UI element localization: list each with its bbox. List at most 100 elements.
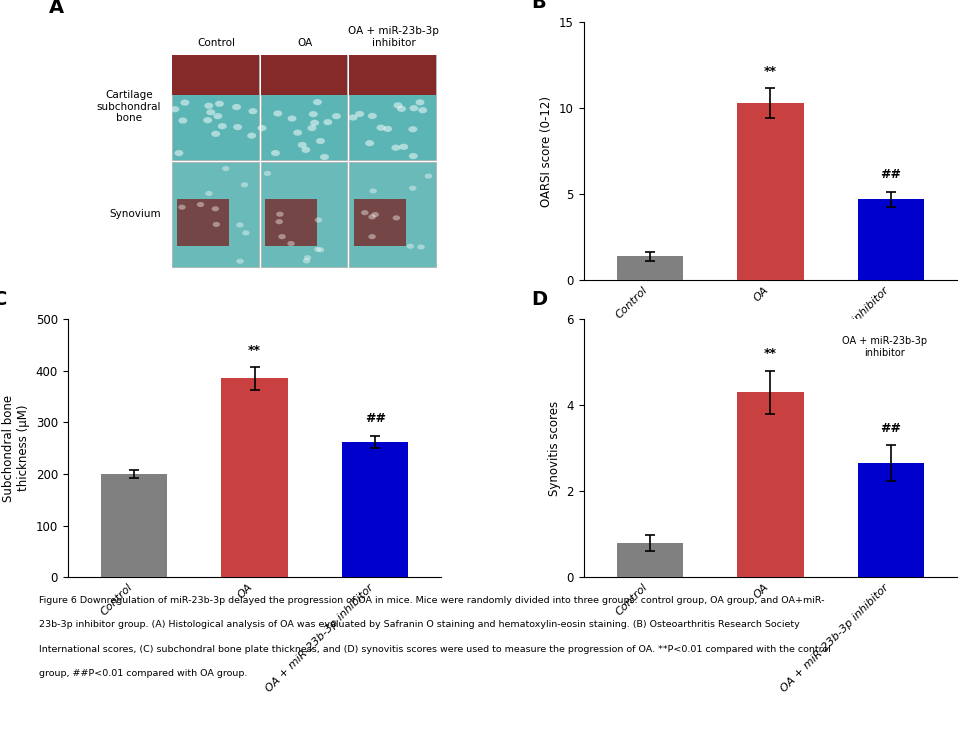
Text: OA + miR-23b-3p
inhibitor: OA + miR-23b-3p inhibitor <box>348 27 439 48</box>
Circle shape <box>215 101 224 107</box>
Circle shape <box>313 99 322 105</box>
Circle shape <box>361 210 368 215</box>
Bar <box>737 103 804 280</box>
Circle shape <box>376 124 386 131</box>
Y-axis label: OARSI score (0-12): OARSI score (0-12) <box>541 95 553 206</box>
FancyBboxPatch shape <box>349 162 436 267</box>
Circle shape <box>409 105 419 111</box>
Circle shape <box>366 140 374 147</box>
Circle shape <box>205 191 213 196</box>
Circle shape <box>383 126 393 132</box>
FancyBboxPatch shape <box>261 56 347 161</box>
Circle shape <box>308 111 318 117</box>
Bar <box>101 474 167 577</box>
Circle shape <box>302 147 310 153</box>
Circle shape <box>278 234 286 239</box>
Bar <box>221 378 288 577</box>
Circle shape <box>233 124 242 130</box>
FancyBboxPatch shape <box>261 162 347 267</box>
Circle shape <box>323 119 333 125</box>
Circle shape <box>316 138 325 144</box>
Circle shape <box>204 103 214 109</box>
Text: ##: ## <box>365 412 386 426</box>
Circle shape <box>416 99 425 105</box>
Circle shape <box>213 222 220 227</box>
Circle shape <box>367 112 377 119</box>
Circle shape <box>212 206 220 212</box>
Circle shape <box>178 204 186 209</box>
Circle shape <box>203 117 212 124</box>
Circle shape <box>314 218 322 223</box>
Circle shape <box>348 115 358 121</box>
Bar <box>617 542 683 577</box>
Text: Cartilage
subchondral
bone: Cartilage subchondral bone <box>97 90 161 124</box>
Circle shape <box>304 255 311 260</box>
Circle shape <box>264 171 271 176</box>
Bar <box>342 442 408 577</box>
FancyBboxPatch shape <box>177 199 228 246</box>
Circle shape <box>257 125 267 131</box>
Circle shape <box>392 144 400 151</box>
Bar <box>617 256 683 280</box>
Circle shape <box>303 258 310 263</box>
Circle shape <box>355 111 365 117</box>
Circle shape <box>206 110 216 115</box>
Circle shape <box>368 234 376 239</box>
Circle shape <box>174 150 184 156</box>
Circle shape <box>214 113 222 119</box>
Circle shape <box>236 259 244 264</box>
Circle shape <box>369 189 377 194</box>
Circle shape <box>425 173 432 178</box>
FancyBboxPatch shape <box>349 56 436 161</box>
Circle shape <box>308 125 316 131</box>
Circle shape <box>298 142 307 148</box>
Bar <box>858 200 924 280</box>
Circle shape <box>293 130 302 135</box>
Circle shape <box>314 246 321 252</box>
Text: Figure 6 Downregulation of miR-23b-3p delayed the progression of OA in mice. Mic: Figure 6 Downregulation of miR-23b-3p de… <box>39 596 824 605</box>
Y-axis label: Synovitis scores: Synovitis scores <box>547 400 561 496</box>
Circle shape <box>371 212 379 217</box>
Circle shape <box>399 144 408 150</box>
Circle shape <box>332 113 341 119</box>
Circle shape <box>242 230 249 235</box>
Circle shape <box>218 123 227 130</box>
Circle shape <box>368 215 376 220</box>
FancyBboxPatch shape <box>172 162 259 267</box>
Circle shape <box>408 126 418 132</box>
Circle shape <box>406 243 414 249</box>
Circle shape <box>394 102 402 109</box>
Text: A: A <box>49 0 64 17</box>
Circle shape <box>409 153 418 159</box>
Text: B: B <box>531 0 546 12</box>
Text: OA + miR-23b-3p
inhibitor: OA + miR-23b-3p inhibitor <box>842 336 927 358</box>
Circle shape <box>248 132 256 138</box>
FancyBboxPatch shape <box>172 56 259 95</box>
Text: International scores, (C) subchondral bone plate thickness, and (D) synovitis sc: International scores, (C) subchondral bo… <box>39 645 831 653</box>
Text: ##: ## <box>881 169 901 181</box>
Text: C: C <box>0 290 8 309</box>
Y-axis label: Subchondral bone
thickness (μM): Subchondral bone thickness (μM) <box>2 394 30 502</box>
Circle shape <box>241 182 249 187</box>
Circle shape <box>310 120 319 126</box>
Bar <box>737 392 804 577</box>
FancyBboxPatch shape <box>265 199 317 246</box>
Circle shape <box>211 131 220 137</box>
FancyBboxPatch shape <box>349 56 436 95</box>
Text: **: ** <box>249 344 261 357</box>
Circle shape <box>271 150 279 156</box>
FancyBboxPatch shape <box>354 199 405 246</box>
Text: **: ** <box>764 347 777 360</box>
Text: OA: OA <box>298 38 312 48</box>
Text: **: ** <box>764 65 777 78</box>
Circle shape <box>419 107 427 113</box>
Circle shape <box>317 247 324 252</box>
Circle shape <box>196 202 204 207</box>
Circle shape <box>170 106 179 112</box>
Circle shape <box>393 215 400 221</box>
Text: Synovium: Synovium <box>109 209 161 219</box>
Circle shape <box>409 186 417 191</box>
Circle shape <box>249 108 257 114</box>
Circle shape <box>397 106 406 112</box>
Text: D: D <box>531 290 547 309</box>
